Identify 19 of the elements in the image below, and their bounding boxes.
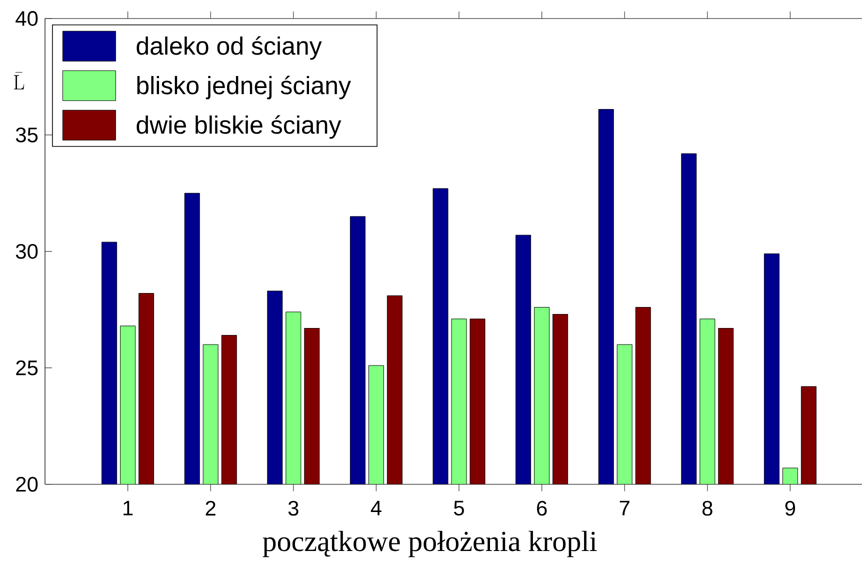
y-tick-label: 30 [16, 244, 38, 259]
x-tick-label: 5 [454, 500, 464, 516]
x-tick-label: 7 [620, 500, 630, 516]
x-tick-label: 8 [702, 500, 712, 516]
x-tick-label: 6 [537, 500, 547, 516]
x-tick-label: 1 [124, 500, 133, 516]
y-tick-label: 40 [16, 11, 38, 26]
legend-label: dwie bliskie ściany [136, 115, 342, 139]
x-axis-title: początkowe położenia kropli [262, 530, 597, 558]
x-tick-label: 4 [370, 500, 382, 516]
x-tick-label: 9 [785, 500, 796, 516]
y-axis-title: $\bar{\mathrm{L}}$ [14, 72, 24, 90]
x-tick-label: 2 [206, 500, 216, 516]
y-tick-label: 20 [16, 476, 38, 492]
x-tick-label: 3 [288, 500, 298, 516]
legend-label: daleko od ściany [136, 36, 322, 60]
y-tick-label: 35 [16, 128, 38, 142]
legend-label: blisko jednej ściany [137, 76, 351, 100]
y-tick-label: 25 [16, 360, 38, 376]
